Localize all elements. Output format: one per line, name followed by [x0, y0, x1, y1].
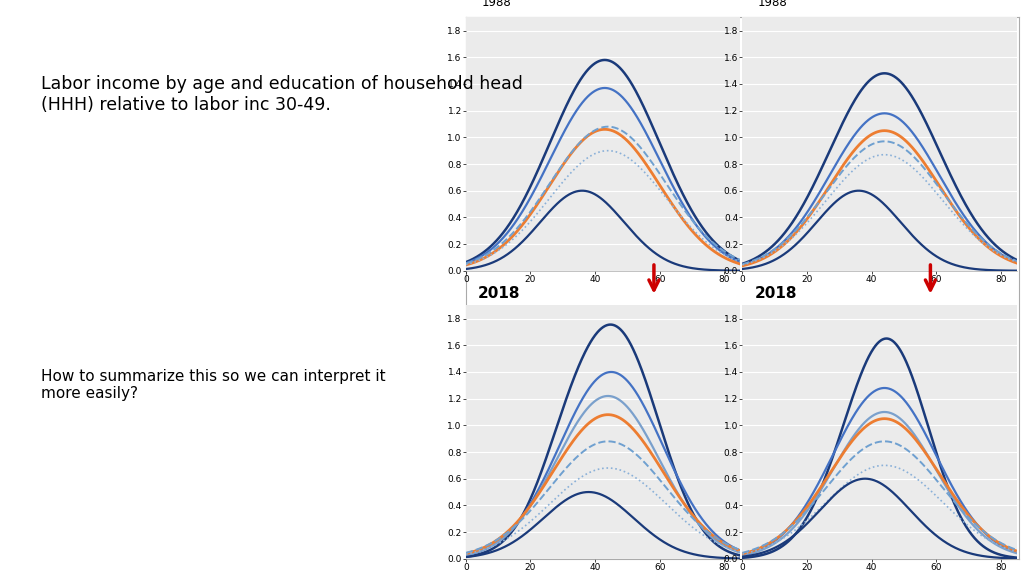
Text: How to summarize this so we can interpret it
more easily?: How to summarize this so we can interpre…: [41, 369, 386, 401]
Text: 1988: 1988: [481, 0, 511, 9]
Text: 2018: 2018: [755, 286, 798, 301]
Text: 1988: 1988: [758, 0, 787, 9]
Text: Labor income by age and education of household head
(HHH) relative to labor inc : Labor income by age and education of hou…: [41, 75, 523, 113]
Text: 2018: 2018: [478, 286, 521, 301]
